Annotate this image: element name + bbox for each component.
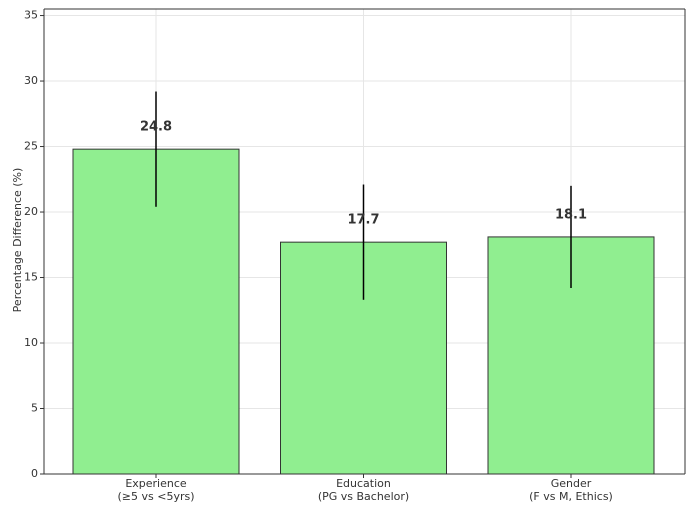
y-tick-label: 35	[24, 9, 38, 22]
x-tick-label: Experience (≥5 vs <5yrs)	[117, 477, 195, 503]
y-axis-label: Percentage Difference (%)	[11, 168, 24, 313]
value-label: 24.8	[140, 120, 172, 135]
x-tick-label: Gender (F vs M, Ethics)	[529, 477, 613, 503]
value-label: 18.1	[555, 207, 587, 222]
y-tick-label: 25	[24, 140, 38, 153]
y-tick-label: 0	[31, 467, 38, 480]
x-tick-label: Education (PG vs Bachelor)	[317, 477, 410, 503]
y-tick-label: 5	[31, 402, 38, 415]
y-tick-label: 10	[24, 336, 38, 349]
y-tick-label: 30	[24, 74, 38, 87]
value-label: 17.7	[347, 213, 379, 228]
y-tick-label: 15	[24, 271, 38, 284]
y-tick-label: 20	[24, 205, 38, 218]
